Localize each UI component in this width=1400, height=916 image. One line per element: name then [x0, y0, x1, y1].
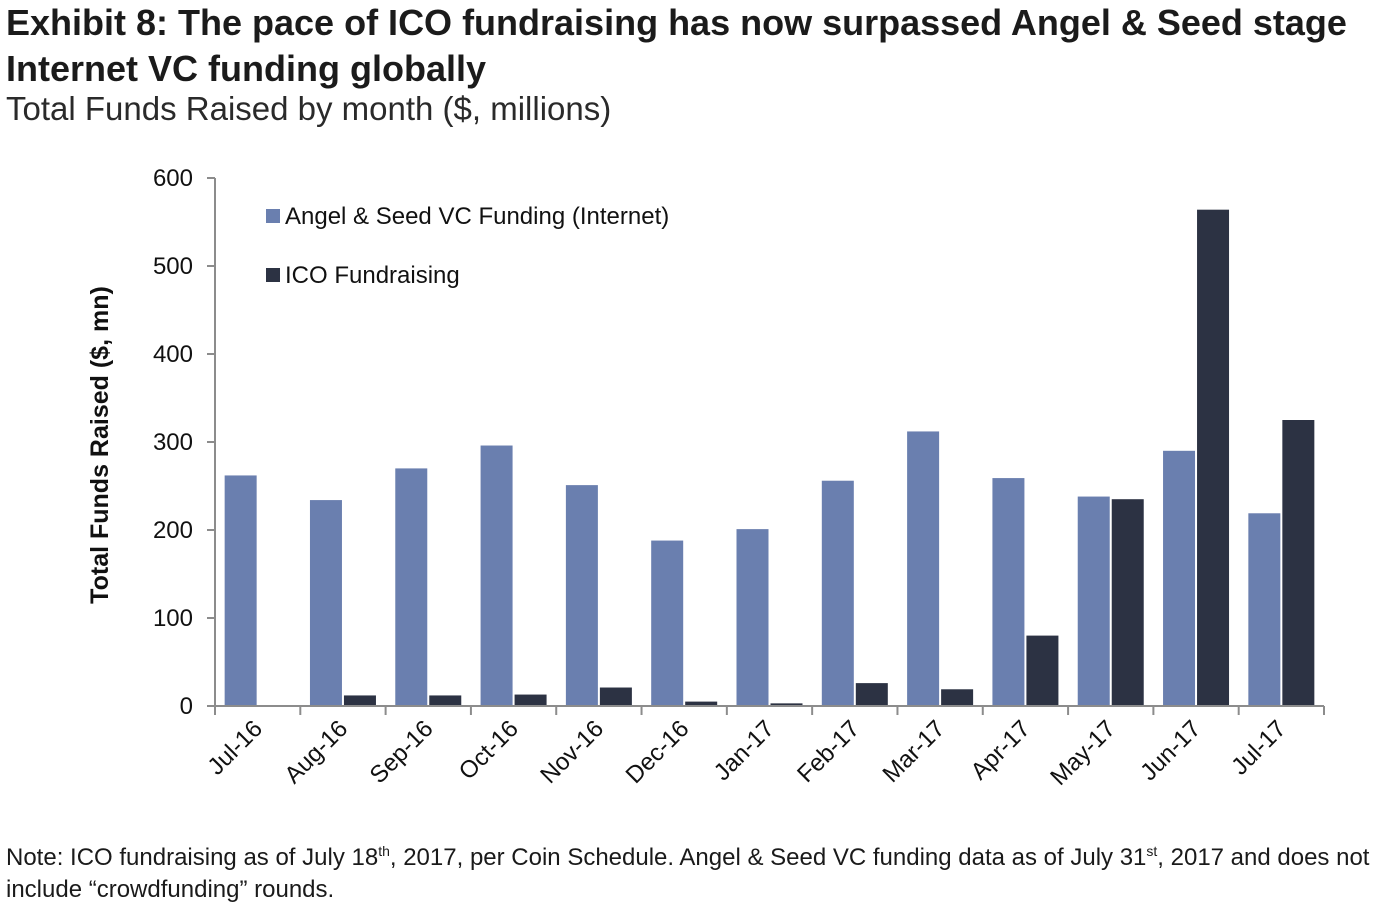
bar-ico-may-17: [1111, 499, 1144, 706]
chart-subtitle: Total Funds Raised by month ($, millions…: [6, 90, 612, 127]
y-axis: 0 100 200 300 400 500 600: [153, 165, 216, 720]
x-tick-label: Sep-16: [365, 715, 439, 789]
bar-ico-apr-17: [1026, 635, 1059, 706]
y-tick-label: 600: [153, 165, 193, 192]
x-tick-label: Apr-17: [966, 715, 1036, 785]
bar-ico-aug-16: [343, 695, 376, 706]
x-tick-label: Oct-16: [454, 715, 524, 785]
x-tick-label: May-17: [1045, 715, 1121, 791]
bar-chart: Total Funds Raised ($, mn) 0 100 200 300 400…: [86, 165, 1325, 791]
bar-angel-seed-oct-16: [480, 445, 513, 706]
bar-angel-seed-apr-17: [992, 478, 1025, 706]
bar-ico-feb-17: [855, 683, 888, 706]
bar-ico-mar-17: [941, 689, 974, 706]
y-tick-label: 300: [153, 429, 193, 456]
bar-ico-oct-16: [514, 694, 547, 706]
y-tick-label: 0: [180, 693, 193, 720]
legend-label: ICO Fundraising: [285, 262, 460, 289]
y-tick-label: 400: [153, 341, 193, 368]
note-part-3: , 2017 and does not include “crowdfundin…: [6, 844, 1370, 903]
bar-angel-seed-aug-16: [309, 500, 342, 706]
footnote: Note: ICO fundraising as of July 18th, 2…: [6, 842, 1386, 906]
note-part-1: Note: ICO fundraising as of July 18: [6, 844, 379, 871]
legend-swatch: [266, 268, 280, 282]
legend: Angel & Seed VC Funding (Internet) ICO Fu…: [266, 203, 669, 289]
note-sup-2: st: [1146, 843, 1158, 859]
x-tick-label: Dec-16: [621, 715, 695, 789]
bars: [224, 209, 1315, 706]
bar-angel-seed-dec-16: [651, 540, 684, 706]
y-tick-label: 200: [153, 517, 193, 544]
x-tick-label: Jul-17: [1226, 715, 1291, 780]
bar-ico-dec-16: [685, 701, 718, 706]
x-tick-label: Jan-17: [709, 715, 780, 786]
y-tick-label: 500: [153, 253, 193, 280]
x-tick-label: Feb-17: [792, 715, 865, 788]
bar-angel-seed-feb-17: [821, 480, 854, 706]
bar-angel-seed-jul-16: [224, 475, 257, 706]
bar-ico-jun-17: [1197, 209, 1230, 706]
x-axis: Jul-16 Aug-16 Sep-16 Oct-16 Nov-16 Dec-16 Jan-…: [203, 705, 1325, 791]
bar-ico-jan-17: [770, 703, 803, 706]
note-part-2: , 2017, per Coin Schedule. Angel & Seed …: [389, 844, 1147, 871]
bar-angel-seed-jan-17: [736, 529, 769, 706]
note-sup-1: th: [378, 843, 390, 859]
bar-angel-seed-sep-16: [395, 468, 428, 706]
chart-title: Exhibit 8: The pace of ICO fundraising h…: [6, 2, 1347, 89]
bar-ico-sep-16: [429, 695, 462, 706]
bar-angel-seed-may-17: [1077, 496, 1110, 706]
x-tick-label: Nov-16: [535, 715, 609, 789]
y-axis-label: Total Funds Raised ($, mn): [86, 286, 114, 604]
x-tick-label: Jun-17: [1135, 715, 1206, 786]
x-tick-label: Jul-16: [203, 715, 268, 780]
bar-angel-seed-jun-17: [1163, 450, 1196, 706]
legend-label: Angel & Seed VC Funding (Internet): [285, 203, 669, 230]
bar-ico-nov-16: [599, 687, 632, 706]
bar-angel-seed-mar-17: [907, 431, 940, 706]
x-tick-label: Aug-16: [279, 715, 353, 789]
bar-angel-seed-nov-16: [565, 485, 598, 706]
legend-swatch: [266, 209, 280, 223]
bar-ico-jul-17: [1282, 420, 1315, 706]
bar-angel-seed-jul-17: [1248, 513, 1281, 706]
x-tick-label: Mar-17: [878, 715, 951, 788]
y-tick-label: 100: [153, 605, 193, 632]
